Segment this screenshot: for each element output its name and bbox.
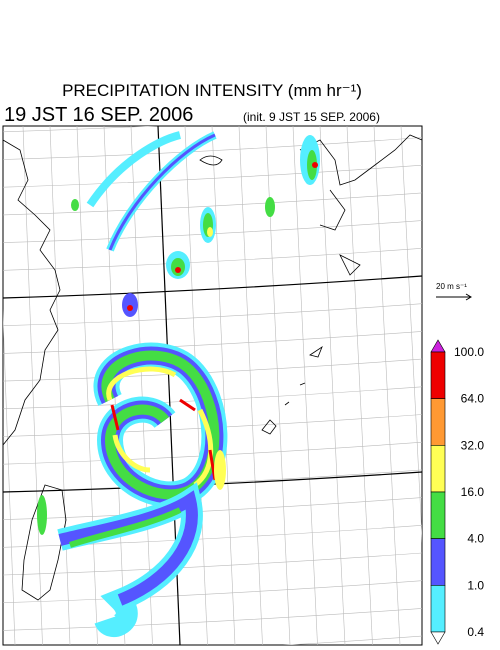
grid-line bbox=[346, 126, 373, 645]
grid-line bbox=[3, 164, 422, 188]
init-time: (init. 9 JST 15 SEP. 2006) bbox=[243, 110, 380, 124]
grid-line bbox=[3, 497, 422, 520]
grid-line bbox=[3, 525, 422, 548]
grid-line bbox=[3, 126, 159, 133]
coastline bbox=[21, 484, 67, 601]
grid-line bbox=[292, 126, 318, 645]
grid-line bbox=[3, 309, 16, 645]
grid-line bbox=[3, 192, 422, 216]
colorbar-label: 1.0 bbox=[467, 578, 484, 592]
map bbox=[2, 125, 500, 646]
grid-line bbox=[3, 580, 422, 603]
colorbar-label: 100.0 bbox=[454, 345, 484, 359]
vector-key: 20 m s⁻¹ bbox=[436, 282, 472, 301]
colorbar-bin bbox=[430, 351, 446, 399]
colorbar-extend bbox=[430, 631, 446, 645]
colorbar-label: 4.0 bbox=[467, 532, 484, 546]
grid-line bbox=[282, 635, 422, 645]
colorbar-bin bbox=[430, 585, 446, 633]
colorbar-label: 64.0 bbox=[461, 392, 485, 406]
colorbar-extend bbox=[430, 339, 446, 353]
colorbar-label: 16.0 bbox=[461, 485, 485, 499]
colorbar-bin bbox=[430, 538, 446, 586]
grid-line bbox=[238, 126, 263, 645]
colorbar-bin bbox=[430, 491, 446, 539]
grid-line bbox=[3, 303, 422, 326]
valid-time: 19 JST 16 SEP. 2006 bbox=[4, 104, 193, 126]
coastline bbox=[299, 134, 423, 276]
grid-line bbox=[373, 126, 401, 645]
colorbar-label: 32.0 bbox=[461, 438, 485, 452]
grid-line bbox=[455, 126, 483, 645]
vector-arrow-head bbox=[465, 293, 472, 301]
title: PRECIPITATION INTENSITY (mm hr⁻¹) bbox=[62, 81, 362, 100]
grid-line bbox=[3, 248, 422, 271]
grid-line bbox=[3, 552, 422, 576]
island bbox=[199, 155, 323, 435]
graticule bbox=[3, 126, 500, 645]
grid-line bbox=[22, 126, 43, 645]
coastline bbox=[2, 139, 61, 446]
grid-line bbox=[3, 331, 422, 354]
colorbar: 100.0 64.0 32.0 16.0 4.0 1.0 0.4 bbox=[430, 339, 485, 645]
colorbar-bin bbox=[430, 398, 446, 446]
colorbar-label: 0.4 bbox=[467, 625, 484, 639]
grid-line bbox=[49, 126, 71, 645]
grid-line bbox=[3, 608, 422, 631]
colorbar-bin bbox=[430, 445, 446, 493]
vector-key-label: 20 m s⁻¹ bbox=[436, 282, 467, 291]
grid-line bbox=[3, 137, 422, 160]
precipitation bbox=[37, 131, 320, 637]
grid-line bbox=[482, 126, 500, 645]
grid-line bbox=[211, 126, 236, 645]
grid-line bbox=[400, 126, 422, 544]
grid-line bbox=[76, 126, 98, 645]
